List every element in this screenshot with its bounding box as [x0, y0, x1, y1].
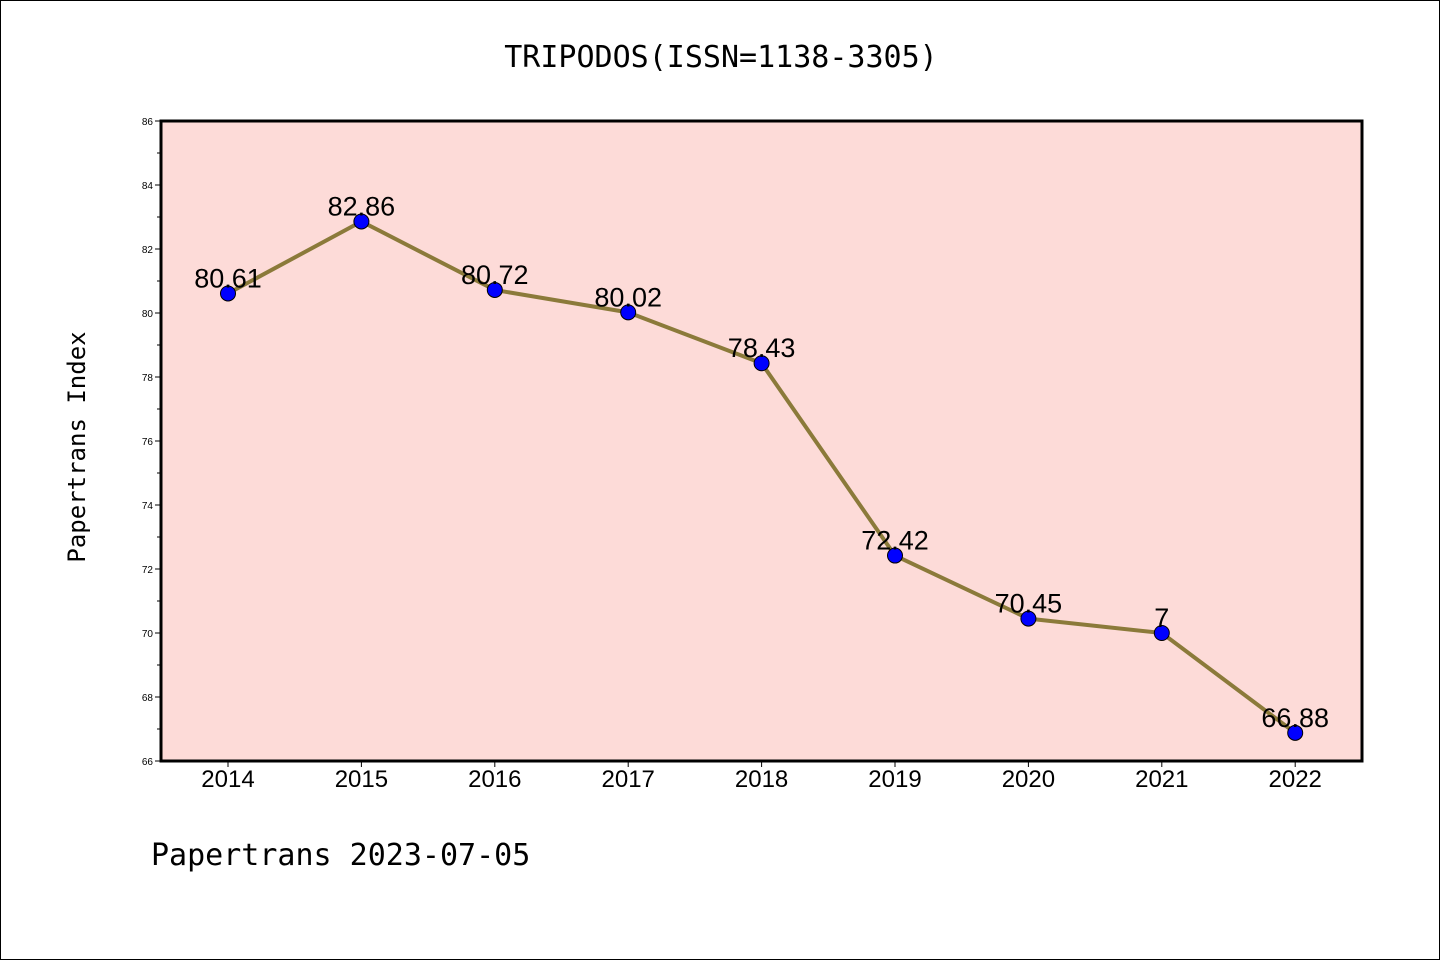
x-tick-label: 2019	[868, 766, 921, 793]
data-label: 70.45	[995, 589, 1063, 619]
data-point	[486, 281, 503, 298]
y-tick-label: 74	[142, 501, 154, 512]
data-labels: 80.61 82.86 80.72 80.02 78.43 72.42 70.45 7 66.8…	[194, 191, 1329, 732]
y-tick-label: 72	[142, 565, 154, 576]
y-tick-label: 82	[142, 245, 154, 256]
x-tick-label: 2016	[468, 766, 521, 793]
data-point	[1153, 625, 1170, 641]
footer-text: Papertrans 2023-07-05	[151, 838, 530, 873]
data-label: 80.02	[594, 282, 662, 312]
y-axis: 66 68 70 72 74 76 78 80 82 84 86	[142, 117, 161, 768]
data-point	[620, 304, 637, 321]
y-tick-label: 66	[142, 757, 154, 768]
y-tick-label: 78	[142, 373, 154, 384]
data-point	[753, 355, 770, 372]
chart-title: TRIPODOS(ISSN=1138-3305)	[504, 40, 937, 75]
data-label: 72.42	[861, 526, 929, 556]
data-label: 82.86	[328, 191, 396, 221]
data-points	[220, 213, 1304, 741]
data-point	[887, 547, 903, 564]
y-tick-label: 68	[142, 693, 154, 704]
y-axis-label: Papertrans Index	[63, 331, 91, 562]
x-tick-label: 2015	[335, 766, 388, 793]
data-label: 78.43	[728, 333, 796, 363]
data-label: 66.88	[1261, 703, 1329, 733]
data-label: 80.72	[461, 260, 529, 290]
data-point	[1020, 610, 1037, 627]
y-tick-label: 84	[142, 181, 154, 192]
x-tick-label: 2017	[602, 766, 655, 793]
data-point	[220, 285, 236, 302]
x-tick-label: 2021	[1135, 766, 1188, 793]
x-tick-label: 2014	[201, 766, 254, 793]
plot-border	[159, 119, 1364, 763]
y-tick-label: 76	[142, 437, 154, 448]
data-label: 7	[1154, 603, 1169, 633]
data-label: 80.61	[194, 263, 262, 293]
x-axis: 2014 2015 2016 2017 2018 2019 2020 2021 2022	[201, 761, 1322, 793]
y-tick-label: 86	[142, 117, 154, 128]
y-tick-label: 80	[142, 309, 154, 320]
x-tick-label: 2018	[735, 766, 788, 793]
y-tick-label: 70	[142, 629, 154, 640]
data-point	[1287, 724, 1304, 741]
x-tick-label: 2022	[1269, 766, 1322, 793]
data-point	[353, 213, 370, 230]
x-tick-label: 2020	[1002, 766, 1055, 793]
